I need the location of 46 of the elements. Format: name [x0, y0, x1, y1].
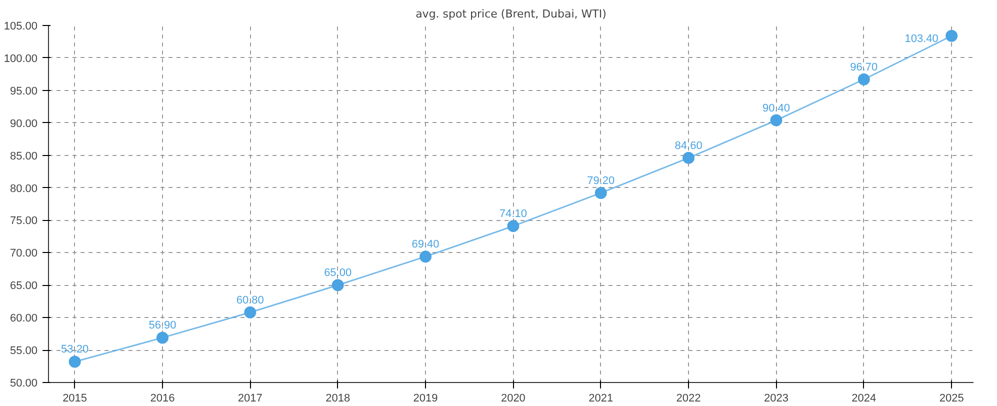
- point: [946, 30, 958, 42]
- y-tick-label: 65.00: [10, 280, 38, 292]
- x-tick-label: 2025: [939, 392, 964, 404]
- y-tick-label: 75.00: [10, 215, 38, 228]
- data-label: 53.20: [61, 344, 89, 356]
- y-tick-label: 100.00: [4, 52, 38, 65]
- data-label: 96.70: [850, 61, 878, 74]
- x-tick-label: 2021: [588, 392, 614, 404]
- y-tick-label: 50.00: [10, 378, 38, 390]
- data-label: 74.10: [499, 208, 527, 220]
- point: [507, 220, 520, 232]
- y-tick-label: 60.00: [10, 312, 38, 325]
- x-tick-label: 2023: [764, 392, 788, 404]
- y-tick-label: 80.00: [10, 182, 38, 195]
- x-tick-label: 2020: [500, 392, 526, 404]
- data-label: 65.00: [324, 267, 352, 280]
- x-tick-label: 2015: [62, 392, 88, 404]
- data-label: 69.40: [412, 238, 440, 251]
- point: [332, 279, 344, 292]
- y-tick-label: 85.00: [10, 150, 38, 162]
- x-tick-label: 2022: [676, 392, 701, 404]
- y-tick-label: 55.00: [10, 345, 38, 358]
- point: [858, 73, 870, 86]
- point: [156, 332, 168, 344]
- data-label: 60.80: [236, 294, 264, 306]
- x-tick-label: 2024: [852, 392, 876, 404]
- y-tick-label: 105.00: [4, 20, 38, 32]
- y-tick-label: 90.00: [10, 118, 38, 130]
- point: [770, 114, 782, 126]
- point: [682, 152, 695, 164]
- y-tick-label: 95.00: [10, 85, 38, 98]
- point: [244, 306, 256, 318]
- point: [420, 250, 432, 263]
- data-label: 79.20: [587, 174, 615, 187]
- data-label: 84.60: [674, 140, 702, 152]
- point: [68, 356, 81, 368]
- data-label: 56.90: [148, 320, 176, 332]
- x-tick-label: 2017: [238, 392, 262, 404]
- x-tick-label: 2019: [413, 392, 438, 404]
- x-tick-label: 2016: [150, 392, 175, 404]
- point: [594, 186, 607, 199]
- chart-title: avg. spot price (Brent, Dubai, WTI): [416, 8, 606, 20]
- x-tick-label: 2018: [326, 392, 350, 404]
- data-label: 90.40: [762, 102, 790, 114]
- y-tick-label: 70.00: [10, 248, 38, 260]
- data-label: 103.40: [904, 32, 938, 45]
